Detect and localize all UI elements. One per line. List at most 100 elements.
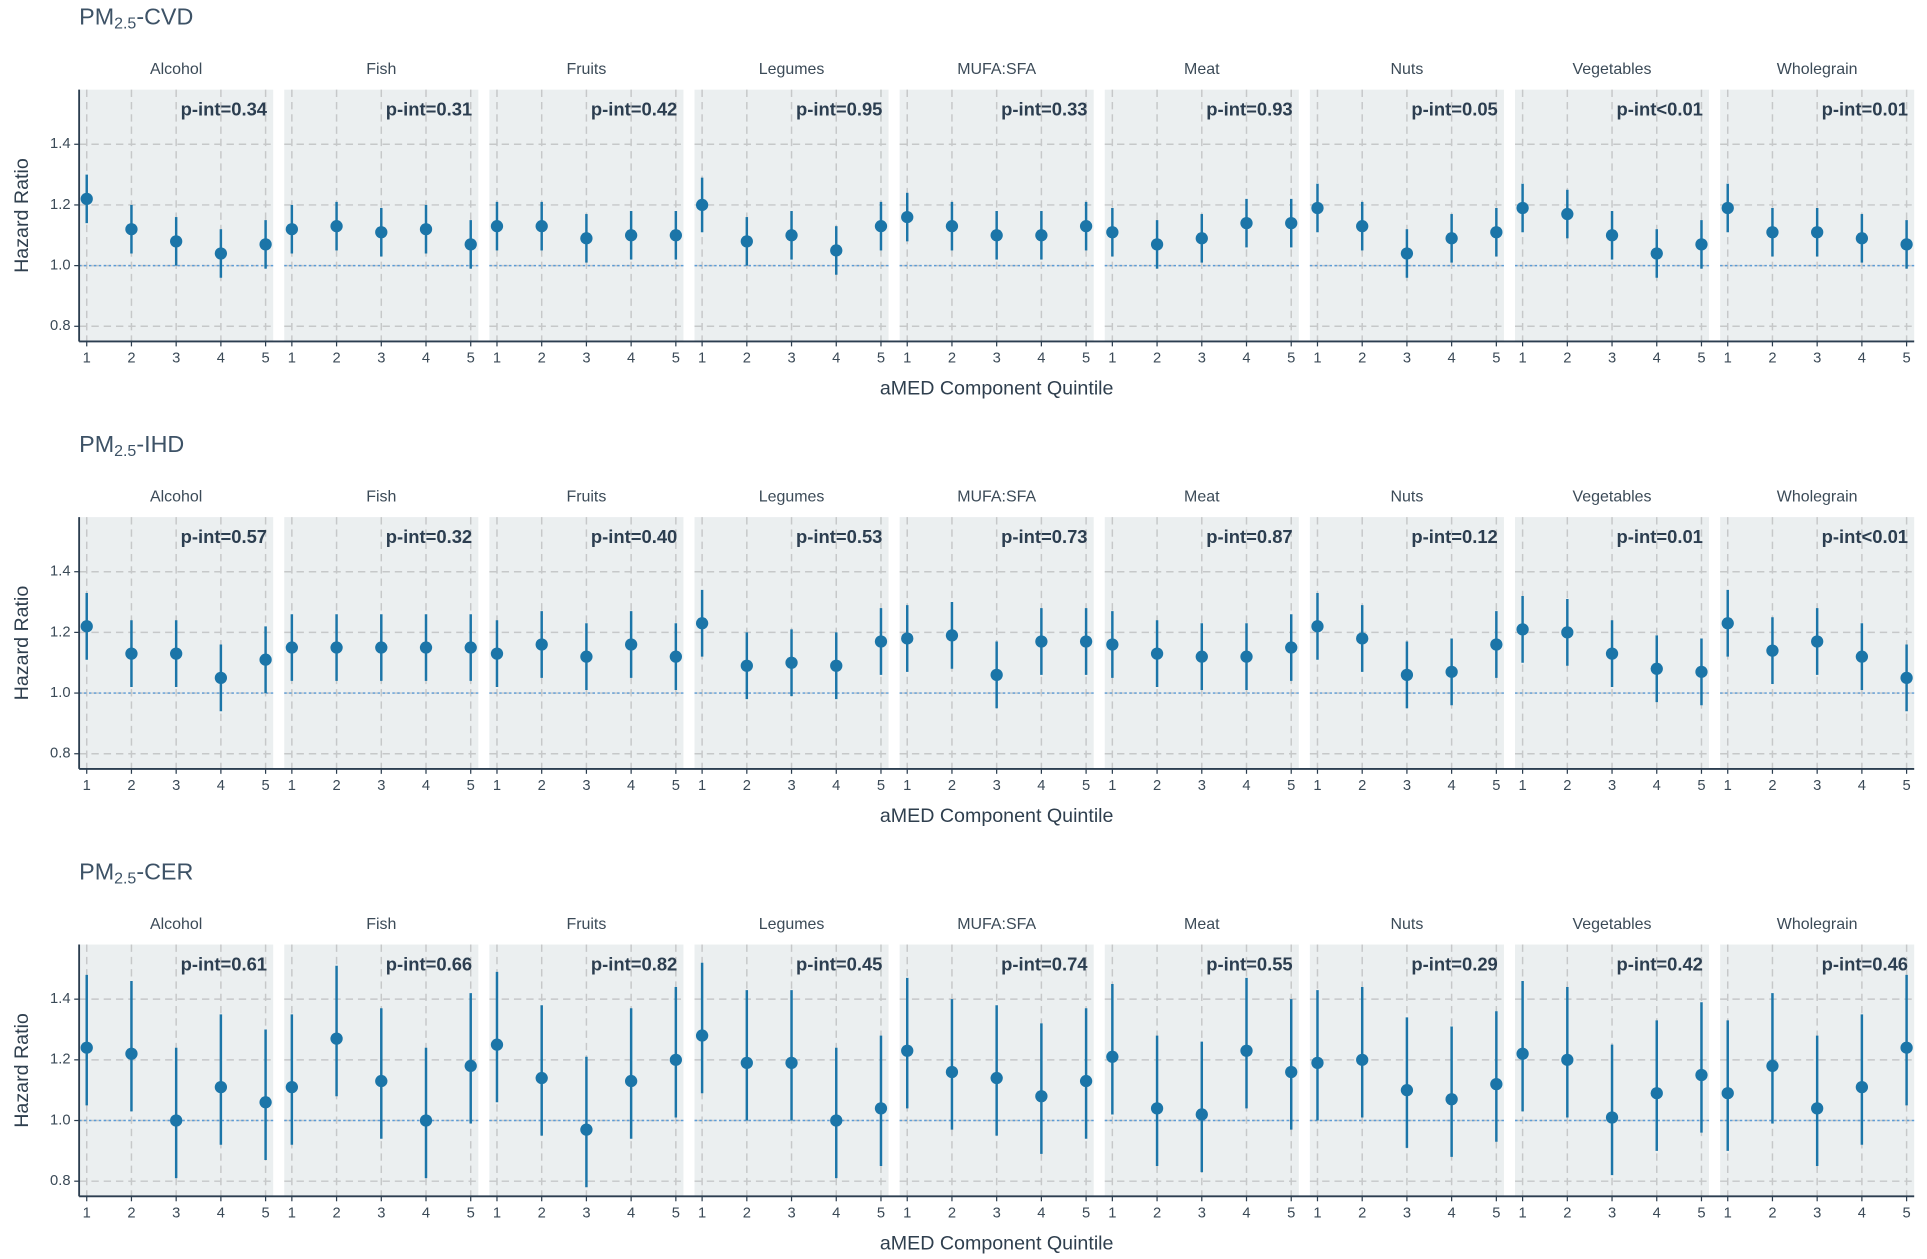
point [1721, 1087, 1734, 1100]
point [1516, 1047, 1529, 1060]
point [1490, 1077, 1503, 1091]
x-tick-label: 1 [83, 1205, 91, 1221]
title-part: PM [79, 431, 114, 457]
point [1079, 220, 1093, 233]
x-tick-label: 4 [1037, 778, 1045, 794]
x-tick-label: 4 [1448, 351, 1456, 367]
x-tick-label: 1 [288, 778, 296, 794]
p-interaction-label: p-int=0.32 [386, 526, 472, 547]
point [945, 1065, 959, 1079]
point [1650, 247, 1663, 260]
point [669, 229, 682, 242]
x-tick-label: 3 [172, 1205, 180, 1221]
point [1400, 247, 1414, 260]
x-axis-label: aMED Component Quintile [880, 378, 1114, 400]
p-interaction-label: p-int=0.46 [1822, 953, 1908, 974]
x-tick-label: 5 [467, 778, 475, 794]
facet-label: Nuts [1391, 61, 1424, 78]
x-tick-label: 1 [83, 351, 91, 367]
point [1195, 650, 1208, 663]
point [1356, 1053, 1369, 1066]
x-tick-label: 3 [582, 778, 590, 794]
point [285, 1081, 298, 1094]
x-tick-label: 2 [1153, 351, 1161, 367]
p-interaction-label: p-int=0.53 [796, 526, 882, 547]
facet-label: Alcohol [150, 61, 202, 78]
point [1311, 201, 1324, 215]
x-tick-label: 2 [1358, 351, 1366, 367]
x-tick-label: 4 [1242, 351, 1250, 367]
point [285, 223, 298, 236]
chart-title: PM2.5-IHD [79, 431, 184, 460]
point [214, 671, 228, 685]
point [990, 1071, 1003, 1085]
point [1240, 1044, 1253, 1057]
x-tick-label: 2 [1563, 1205, 1571, 1221]
title-part: PM [79, 4, 114, 30]
x-tick-label: 4 [422, 778, 430, 794]
facet-label: Wholegrain [1777, 489, 1858, 506]
point [1311, 620, 1324, 633]
x-tick-label: 5 [1082, 1205, 1090, 1221]
point [1855, 650, 1869, 663]
y-tick-label: 1.4 [50, 136, 70, 152]
point [490, 1038, 504, 1051]
x-tick-label: 1 [1519, 351, 1527, 367]
x-tick-label: 1 [698, 351, 706, 367]
x-tick-label: 5 [1697, 778, 1705, 794]
x-tick-label: 1 [1724, 778, 1732, 794]
x-tick-label: 2 [1153, 778, 1161, 794]
point [1106, 638, 1119, 651]
p-interaction-label: p-int=0.40 [591, 526, 677, 547]
point [170, 1114, 183, 1127]
point [1106, 1050, 1119, 1063]
p-interaction-label: p-int=0.05 [1411, 98, 1497, 119]
point [695, 617, 709, 630]
point [419, 223, 433, 236]
point [785, 229, 798, 242]
p-interaction-label: p-int=0.42 [591, 98, 677, 119]
point [330, 641, 343, 654]
x-tick-label: 4 [1448, 778, 1456, 794]
point [1285, 1065, 1298, 1079]
x-tick-label: 5 [1492, 1205, 1500, 1221]
point [1195, 232, 1208, 245]
x-tick-label: 5 [1082, 778, 1090, 794]
point [1900, 1041, 1913, 1054]
point [945, 220, 959, 233]
x-tick-label: 2 [1153, 1205, 1161, 1221]
point [1605, 229, 1619, 242]
x-tick-label: 2 [1563, 351, 1571, 367]
point [1400, 668, 1414, 682]
point [624, 229, 638, 242]
point [695, 1029, 709, 1042]
x-tick-label: 3 [993, 351, 1001, 367]
x-tick-label: 2 [332, 1205, 340, 1221]
y-tick-label: 0.8 [50, 746, 70, 762]
point [1900, 671, 1913, 685]
x-tick-label: 3 [787, 778, 795, 794]
point [1150, 1102, 1164, 1115]
x-tick-label: 3 [1813, 778, 1821, 794]
point [535, 220, 548, 233]
y-tick-label: 1.2 [50, 624, 70, 640]
x-tick-label: 1 [1313, 1205, 1321, 1221]
x-tick-label: 1 [1724, 1205, 1732, 1221]
p-interaction-label: p-int=0.42 [1616, 953, 1702, 974]
p-interaction-label: p-int=0.74 [1001, 953, 1088, 974]
point [1356, 632, 1369, 645]
point [901, 632, 914, 645]
point [1106, 226, 1119, 239]
point [259, 238, 272, 251]
facet-label: Meat [1184, 61, 1220, 78]
point [1445, 665, 1458, 678]
x-tick-label: 4 [627, 1205, 635, 1221]
facet-label: Meat [1184, 489, 1220, 506]
x-tick-label: 3 [1608, 1205, 1616, 1221]
point [1766, 226, 1779, 239]
facet-chart: PM2.5-CVD Hazard Ratio 0.8 1.0 1.2 1.4 Alcohol… [11, 4, 1915, 400]
point [669, 650, 682, 663]
x-tick-label: 4 [1448, 1205, 1456, 1221]
x-tick-label: 3 [787, 1205, 795, 1221]
x-tick-label: 4 [1242, 778, 1250, 794]
